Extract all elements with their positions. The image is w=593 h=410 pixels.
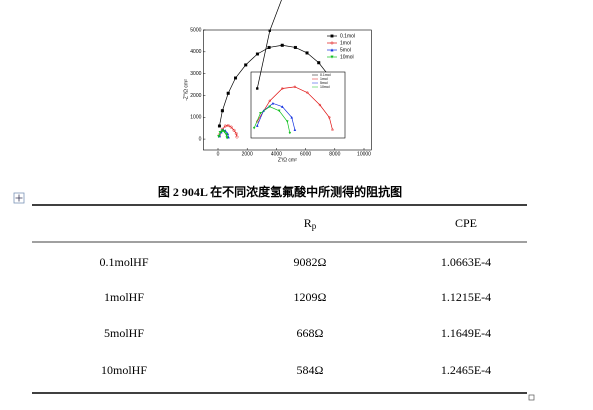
point [277,109,281,113]
point [267,45,271,49]
point [234,76,238,80]
x-tick-label: 8000 [329,151,340,157]
point [256,87,259,90]
point [225,136,229,140]
header-cpe: CPE [455,216,477,230]
point [293,128,297,131]
point [244,63,248,67]
inset-line [256,86,333,130]
legend-label: 0.1mol [340,33,355,39]
row-cpe: 1.2465E-4 [441,363,491,377]
inset-line [256,102,296,130]
legend-label: 5mol [340,47,351,53]
x-tick-label: 4000 [271,151,282,157]
point [271,101,275,105]
inset-line [253,106,291,134]
inset-legend-label: 1mol [320,77,328,81]
header-rp-main: R [304,216,312,230]
point [235,135,239,139]
point [281,105,284,108]
inset-legend-label: 5mol [320,81,328,85]
x-axis-label: Z'/Ω cm² [278,157,297,163]
row-label: 1molHF [104,290,144,304]
point [226,91,230,95]
point [232,128,236,132]
point [217,134,221,139]
row-rp: 9082Ω [294,255,327,269]
row-rp: 584Ω [297,363,324,377]
point [268,105,272,109]
x-tick-label: 0 [217,151,220,157]
y-tick-label: 1000 [190,115,201,121]
row-label: 10molHF [101,363,147,377]
point [220,129,225,133]
x-tick-label: 10000 [357,151,371,157]
plot-frame [203,29,372,151]
y-tick-label: 4000 [190,49,201,55]
point [252,126,256,130]
point [226,124,230,128]
row-label: 0.1molHF [99,255,148,269]
point [268,99,271,103]
point [293,85,297,89]
point [290,115,294,119]
point [288,131,292,135]
header-rp: Rp [304,216,317,231]
x-tick-label: 2000 [242,151,253,157]
point [306,91,309,94]
y-tick-label: 0 [199,136,202,142]
y-axis-label: -Z''/Ω cm² [184,79,190,101]
point [234,132,238,136]
table-resize-handle[interactable] [528,394,535,401]
row-cpe: 1.1649E-4 [441,326,491,340]
point [222,130,227,134]
row-cpe: 1.1215E-4 [441,290,491,304]
inset-legend-label: 10mol [320,85,330,89]
point [286,120,289,123]
inset-legend-label: 0.1mol [320,73,331,77]
point [220,109,224,113]
point [317,61,321,65]
legend-label: 1mol [340,40,351,46]
point [223,124,227,128]
point [280,43,284,47]
point [217,124,221,128]
y-tick-label: 3000 [190,71,201,77]
y-tick-label: 2000 [190,93,201,99]
legend-marker [330,48,334,52]
point [224,133,229,137]
point [255,52,259,56]
point [305,51,309,55]
point [268,29,271,32]
legend-marker [330,34,334,38]
point [229,125,233,129]
inset-frame [250,71,346,139]
y-tick-label: 5000 [190,27,201,33]
point [331,128,334,131]
table-handle[interactable] [13,192,25,204]
point [218,131,222,135]
point [293,45,297,49]
point [281,87,284,90]
row-cpe: 1.0663E-4 [441,255,491,269]
row-rp: 1209Ω [294,290,327,304]
row-label: 5molHF [104,326,144,340]
point [255,124,259,127]
point [259,112,262,115]
point [318,103,322,107]
legend-marker [330,55,334,59]
figure-caption: 图 2 904L 在不同浓度氢氟酸中所测得的阻抗图 [158,184,402,199]
legend-marker [330,41,334,45]
legend-label: 10mol [340,54,354,60]
point [328,116,331,119]
header-rp-sub: p [312,221,317,231]
x-tick-label: 6000 [300,151,311,157]
row-rp: 668Ω [297,326,324,340]
